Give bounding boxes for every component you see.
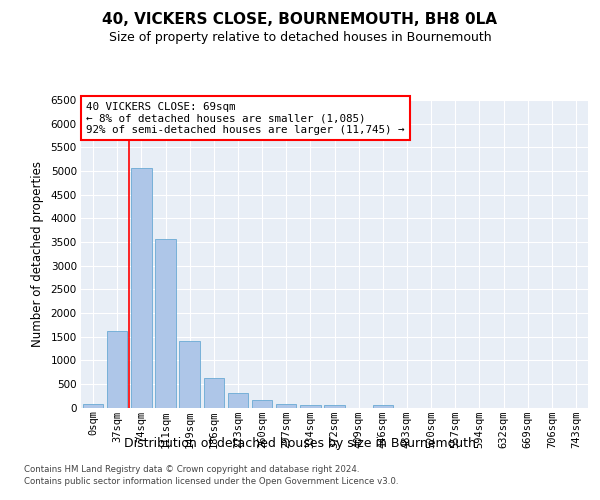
Bar <box>324 405 345 407</box>
Bar <box>179 341 200 407</box>
Bar <box>227 393 248 407</box>
Bar <box>252 400 272 407</box>
Bar <box>300 405 320 407</box>
Text: Size of property relative to detached houses in Bournemouth: Size of property relative to detached ho… <box>109 31 491 44</box>
Y-axis label: Number of detached properties: Number of detached properties <box>31 161 44 347</box>
Text: Contains public sector information licensed under the Open Government Licence v3: Contains public sector information licen… <box>24 477 398 486</box>
Text: 40 VICKERS CLOSE: 69sqm
← 8% of detached houses are smaller (1,085)
92% of semi-: 40 VICKERS CLOSE: 69sqm ← 8% of detached… <box>86 102 404 134</box>
Bar <box>131 168 152 408</box>
Text: 40, VICKERS CLOSE, BOURNEMOUTH, BH8 0LA: 40, VICKERS CLOSE, BOURNEMOUTH, BH8 0LA <box>103 12 497 28</box>
Bar <box>203 378 224 408</box>
Bar <box>373 404 393 407</box>
Bar <box>83 404 103 407</box>
Bar <box>276 404 296 407</box>
Text: Contains HM Land Registry data © Crown copyright and database right 2024.: Contains HM Land Registry data © Crown c… <box>24 465 359 474</box>
Text: Distribution of detached houses by size in Bournemouth: Distribution of detached houses by size … <box>124 438 476 450</box>
Bar <box>155 238 176 408</box>
Bar <box>107 331 127 407</box>
